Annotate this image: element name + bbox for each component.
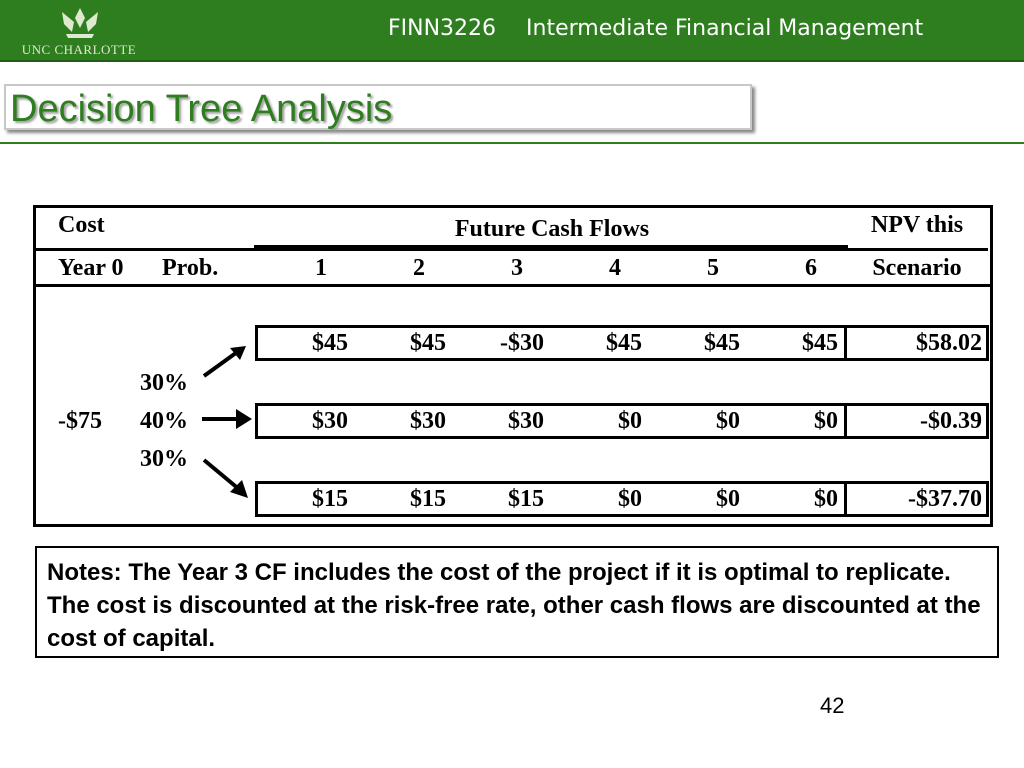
npv-separator — [844, 325, 847, 361]
header-bottom-divider — [36, 284, 990, 287]
year-6-header: 6 — [805, 255, 817, 281]
cell: $0 — [716, 486, 740, 512]
prob-header: Prob. — [162, 255, 219, 281]
cell: $45 — [802, 330, 838, 356]
page-title: Decision Tree Analysis — [10, 88, 393, 130]
cell: $0 — [814, 486, 838, 512]
initial-cost: -$75 — [58, 408, 102, 434]
year-2-header: 2 — [413, 255, 425, 281]
probability-mid: 40% — [140, 408, 188, 434]
year-1-header: 1 — [315, 255, 327, 281]
cell: $0 — [618, 408, 642, 434]
npv-cell: -$0.39 — [920, 408, 982, 434]
cell: $0 — [618, 486, 642, 512]
cell: $15 — [508, 486, 544, 512]
probability-low: 30% — [140, 446, 188, 472]
header-divider-left — [36, 248, 254, 251]
cell: $45 — [410, 330, 446, 356]
university-logo: UNC CHARLOTTE — [14, 4, 144, 58]
scenario-row-mid — [255, 403, 989, 439]
cell: $30 — [508, 408, 544, 434]
arrow-up-right-icon — [202, 346, 246, 378]
future-cash-flows-header: Future Cash Flows — [454, 216, 650, 242]
cell: $45 — [606, 330, 642, 356]
year-5-header: 5 — [707, 255, 719, 281]
year-3-header: 3 — [511, 255, 523, 281]
arrow-right-icon — [202, 409, 252, 429]
arrow-down-right-icon — [202, 458, 248, 498]
npv-separator — [844, 481, 847, 517]
scenario-row-low — [255, 481, 989, 517]
npv-separator — [844, 403, 847, 439]
scenario-row-high — [255, 325, 989, 361]
course-name: Intermediate Financial Management — [526, 16, 924, 41]
cell: $15 — [410, 486, 446, 512]
future-cash-flows-underline — [254, 245, 848, 251]
header-divider-right — [848, 248, 988, 251]
crown-icon — [62, 8, 98, 38]
year-4-header: 4 — [609, 255, 621, 281]
notes-box: Notes: The Year 3 CF includes the cost o… — [35, 546, 999, 658]
cell: $0 — [814, 408, 838, 434]
npv-header-line1: NPV this — [870, 212, 964, 238]
course-code: FINN3226 — [388, 16, 497, 41]
cell: $0 — [716, 408, 740, 434]
year0-header: Year 0 — [58, 255, 124, 281]
title-box: Decision Tree Analysis — [4, 84, 752, 130]
cell: $45 — [704, 330, 740, 356]
npv-header-line2: Scenario — [872, 255, 962, 281]
npv-cell: $58.02 — [916, 330, 982, 356]
course-heading: FINN3226 Intermediate Financial Managemen… — [388, 16, 923, 41]
cell: $30 — [410, 408, 446, 434]
header-bar: UNC CHARLOTTE FINN3226 Intermediate Finan… — [0, 0, 1024, 62]
npv-cell: -$37.70 — [908, 486, 982, 512]
cell: $15 — [312, 486, 348, 512]
cost-header: Cost — [58, 212, 105, 238]
probability-high: 30% — [140, 370, 188, 396]
cell: -$30 — [500, 330, 544, 356]
cell: $30 — [312, 408, 348, 434]
cell: $45 — [312, 330, 348, 356]
decision-tree-table — [33, 205, 993, 527]
title-divider — [0, 142, 1024, 144]
page-number: 42 — [820, 693, 845, 718]
logo-text: UNC CHARLOTTE — [21, 42, 137, 57]
